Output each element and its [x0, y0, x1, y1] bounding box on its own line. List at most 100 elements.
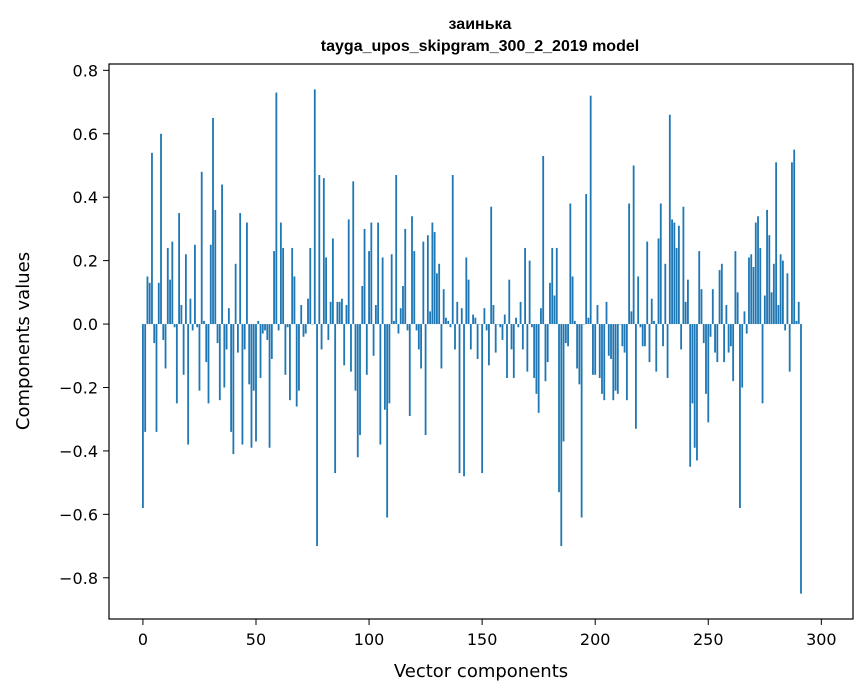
bar-72: [304, 324, 307, 334]
bar-119: [411, 216, 413, 325]
bar-158: [499, 324, 502, 328]
bar-76: [313, 89, 316, 325]
bar-223: [646, 241, 649, 325]
x-axis-ticks: 0 50 100 150 200 250 300: [138, 619, 837, 649]
bar-170: [526, 324, 529, 372]
bar-172: [530, 324, 533, 328]
bar-258: [725, 305, 728, 325]
bar-219: [637, 276, 640, 325]
bar-235: [673, 222, 676, 325]
bar-265: [741, 324, 744, 388]
bar-240: [684, 301, 687, 325]
bar-99: [365, 324, 368, 375]
bar-52: [259, 324, 262, 378]
y-tick-label: −0.8: [59, 569, 98, 588]
bar-282: [779, 254, 782, 325]
bar-141: [460, 308, 463, 325]
bar-156: [494, 324, 497, 353]
y-axis-label: Components values: [13, 252, 34, 430]
x-tick-label: 300: [806, 630, 837, 649]
bar-128: [431, 222, 434, 325]
bar-67: [293, 276, 296, 325]
bar-246: [698, 251, 701, 325]
bar-45: [243, 324, 246, 350]
bar-51: [257, 320, 260, 325]
bar-61: [279, 222, 282, 325]
bar-123: [420, 324, 422, 369]
bar-109: [388, 324, 391, 404]
bar-289: [795, 320, 798, 325]
bar-46: [246, 222, 248, 325]
bar-196: [585, 194, 588, 325]
bar-118: [408, 324, 411, 417]
x-tick-label: 200: [580, 630, 611, 649]
bar-53: [261, 324, 264, 334]
bar-13: [171, 241, 174, 325]
bar-4: [151, 152, 153, 325]
bar-283: [781, 260, 784, 325]
bar-275: [763, 295, 766, 325]
bar-276: [766, 209, 768, 325]
bar-15: [175, 324, 178, 404]
bar-263: [736, 292, 739, 325]
bar-226: [653, 320, 655, 325]
bar-58: [273, 251, 275, 325]
bar-218: [635, 324, 637, 429]
bar-182: [553, 295, 556, 325]
bar-237: [677, 225, 680, 325]
bar-261: [732, 324, 735, 382]
bar-212: [621, 324, 624, 347]
x-tick-label: 0: [138, 630, 148, 649]
bar-87: [338, 301, 341, 325]
bar-177: [542, 155, 545, 325]
y-tick-label: 0.0: [73, 315, 98, 334]
y-tick-label: 0.8: [73, 61, 98, 80]
bar-198: [589, 95, 592, 325]
bar-273: [759, 247, 762, 325]
bar-243: [691, 324, 694, 404]
bar-114: [399, 308, 402, 325]
bar-89: [343, 324, 346, 366]
bar-42: [237, 324, 239, 353]
bar-115: [402, 286, 404, 325]
bar-216: [630, 311, 633, 325]
bar-179: [546, 324, 549, 363]
bar-202: [598, 324, 601, 378]
bar-181: [551, 247, 554, 325]
bar-210: [616, 324, 619, 394]
bar-267: [745, 324, 748, 334]
bar-268: [748, 257, 750, 325]
bar-270: [752, 266, 755, 325]
bar-131: [438, 263, 441, 325]
bar-225: [650, 298, 653, 325]
bar-190: [571, 276, 574, 325]
bar-146: [472, 314, 474, 325]
bar-169: [524, 247, 526, 325]
bar-188: [567, 324, 569, 347]
x-tick-label: 50: [246, 630, 266, 649]
bar-24: [196, 324, 199, 328]
bar-189: [569, 203, 572, 325]
bar-110: [390, 254, 393, 325]
bar-249: [705, 324, 707, 394]
x-tick-label: 250: [693, 630, 724, 649]
bar-81: [325, 257, 327, 325]
bar-185: [560, 324, 563, 547]
bar-171: [528, 260, 531, 325]
bar-101: [370, 222, 373, 325]
bar-37: [225, 324, 228, 350]
bar-199: [592, 324, 594, 375]
bar-154: [490, 206, 493, 325]
bar-32: [214, 209, 217, 325]
bar-241: [687, 279, 689, 325]
bar-39: [230, 324, 233, 432]
bar-136: [449, 324, 452, 328]
bar-234: [671, 219, 673, 325]
bar-113: [397, 324, 400, 334]
bar-26: [200, 171, 203, 325]
bar-192: [576, 324, 579, 369]
bar-174: [535, 324, 538, 394]
bar-205: [605, 301, 608, 325]
bar-38: [227, 308, 230, 325]
bar-116: [404, 228, 407, 325]
